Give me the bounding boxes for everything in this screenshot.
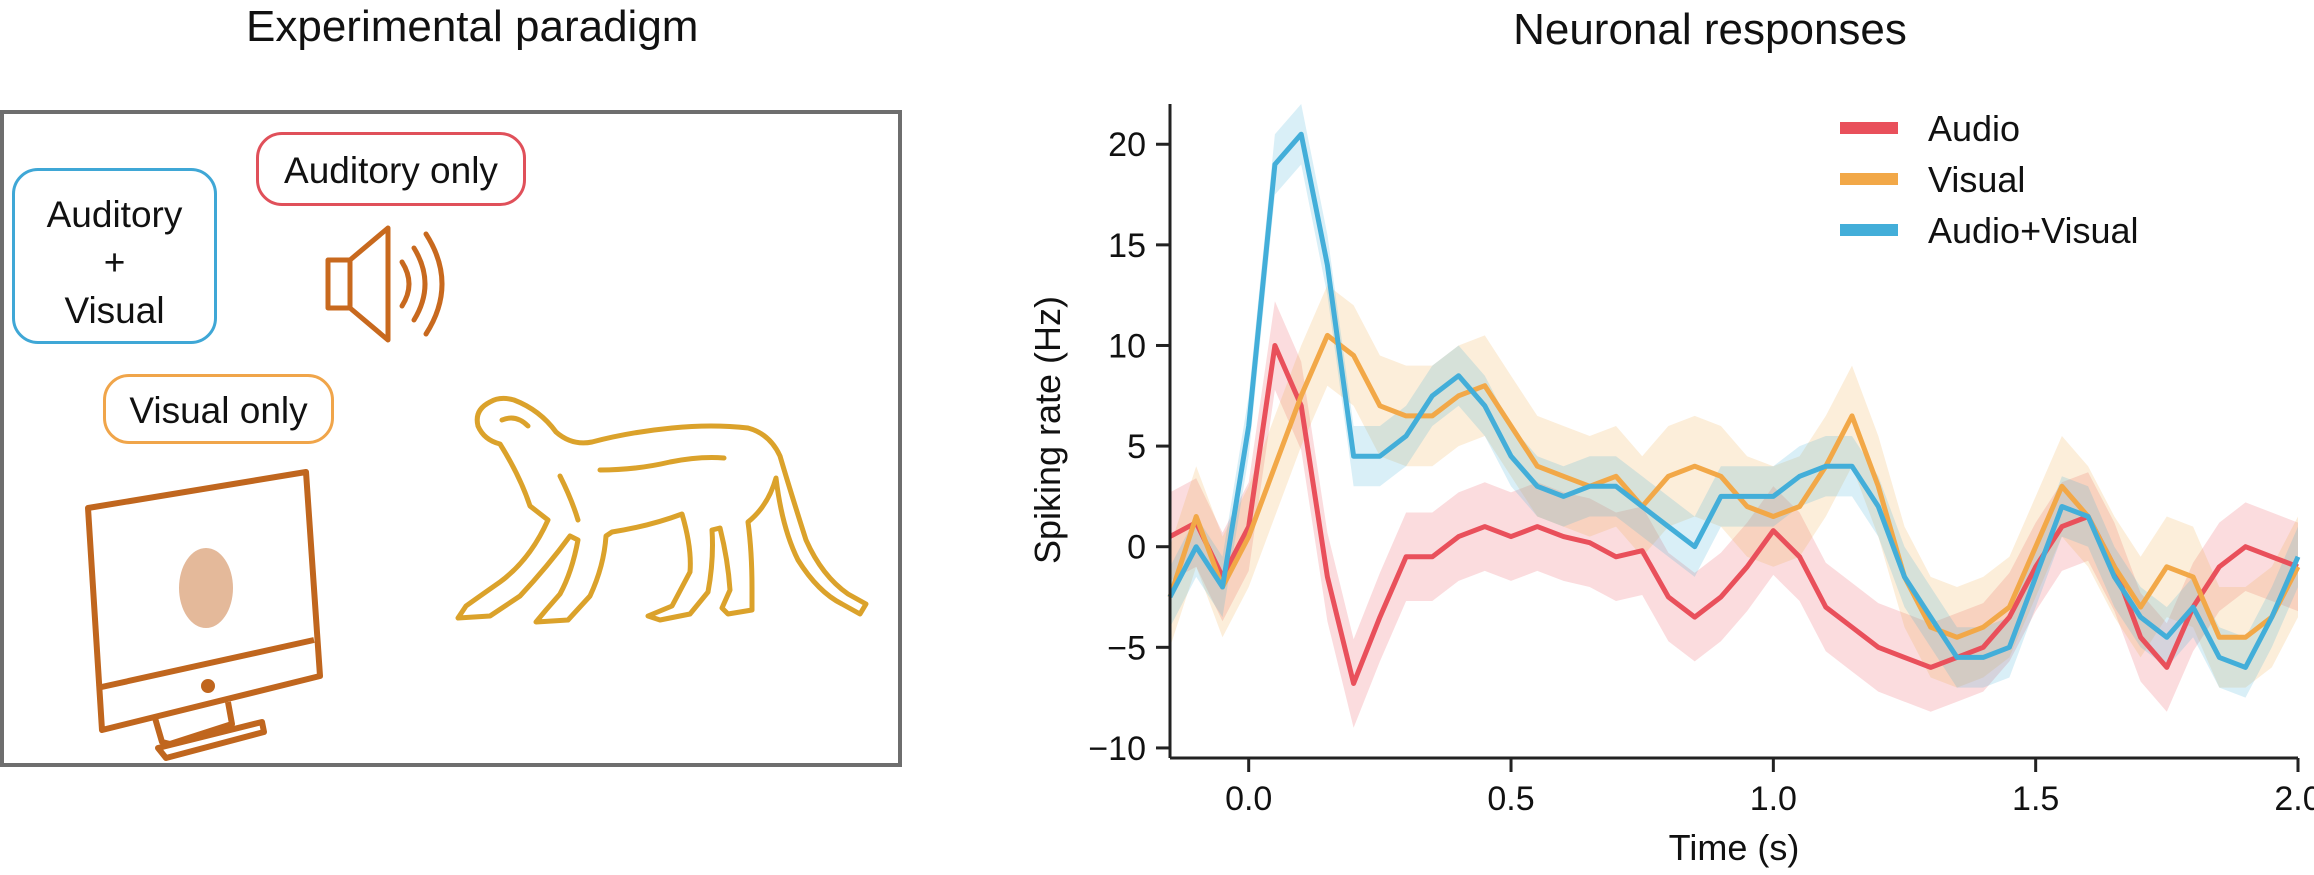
left-panel-title: Experimental paradigm xyxy=(246,2,699,51)
band-audio-visual xyxy=(1170,104,2298,698)
x-axis-ticks: 0.0 0.5 1.0 1.5 2.0 xyxy=(1225,758,2314,818)
condition-av-line-1: Auditory xyxy=(46,194,183,235)
series-line-audio-visual xyxy=(1167,131,2301,670)
condition-auditory-only-label: Auditory only xyxy=(256,132,526,206)
x-tick-label: 2.0 xyxy=(2274,780,2314,818)
x-axis-label: Time (s) xyxy=(1669,827,1800,868)
legend-label-visual: Visual xyxy=(1928,159,2025,200)
y-tick-label: 20 xyxy=(1108,126,1146,164)
series-line-visual xyxy=(1167,332,2301,640)
series-lines xyxy=(1167,131,2301,686)
y-tick-label: 15 xyxy=(1108,227,1146,265)
chart-title: Neuronal responses xyxy=(1513,5,1907,54)
x-tick-label: 0.5 xyxy=(1487,780,1534,818)
paradigm-illustrations xyxy=(85,225,869,761)
x-tick-label: 0.0 xyxy=(1225,780,1272,818)
x-tick-label: 1.5 xyxy=(2012,780,2059,818)
chart-legend: Audio Visual Audio+Visual xyxy=(1840,108,2139,251)
legend-label-audio: Audio xyxy=(1928,108,2020,149)
monitor-icon xyxy=(85,469,323,761)
y-tick-label: 10 xyxy=(1108,327,1146,365)
y-axis-ticks: −10 −5 0 5 10 15 20 xyxy=(1088,126,1170,768)
paradigm-box xyxy=(0,110,902,767)
condition-visual-only-label: Visual only xyxy=(103,374,334,444)
x-tick-label: 1.0 xyxy=(1750,780,1797,818)
y-tick-label: −5 xyxy=(1107,629,1146,667)
condition-audio-visual-label: Auditory + Visual xyxy=(12,168,217,344)
legend-label-audio-visual: Audio+Visual xyxy=(1928,210,2139,251)
condition-av-line-3: Visual xyxy=(64,290,165,332)
speaker-icon xyxy=(325,225,445,343)
y-axis-label: Spiking rate (Hz) xyxy=(1027,296,1068,564)
y-tick-label: −10 xyxy=(1088,730,1146,768)
y-tick-label: 0 xyxy=(1127,529,1146,567)
condition-av-line-2: + xyxy=(103,242,126,284)
monkey-icon xyxy=(455,395,869,625)
y-tick-label: 5 xyxy=(1127,428,1146,466)
band-audio xyxy=(1170,301,2298,728)
